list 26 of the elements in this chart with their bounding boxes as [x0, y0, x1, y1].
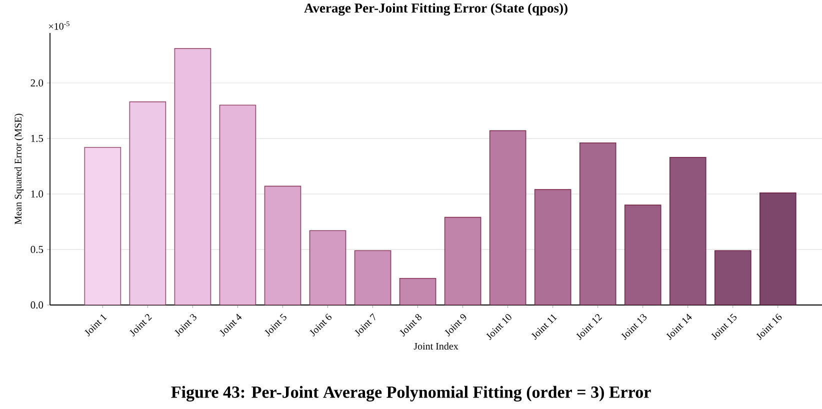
chart-title: Average Per-Joint Fitting Error (State (qpos)): [304, 3, 568, 16]
x-axis-title: Joint Index: [414, 342, 458, 350]
text: ×10$^{-5}$: [48, 22, 70, 30]
x-tick-label: Joint 13: [621, 314, 647, 340]
x-tick-label: Joint 15: [711, 314, 737, 340]
y-tick-label: 0.5: [30, 246, 44, 254]
x-tick-label: Joint 8: [400, 314, 422, 337]
x-tick-label: Joint 7: [354, 313, 376, 337]
x-tick-label: Joint 1: [84, 314, 107, 337]
x-tick-label: Joint 12: [576, 314, 602, 340]
y-tick-label: 1.0: [31, 190, 44, 198]
x-tick-label: Joint 6: [310, 314, 332, 337]
caption: Figure 43: Per-Joint Average Polynomial Fitting (order = 3) Error: [171, 386, 651, 402]
x-tick-label: Joint 5: [264, 314, 286, 337]
x-tick-label: Joint 2: [130, 314, 152, 337]
x-tick-label: Joint 10: [486, 314, 512, 340]
y-tick-label: 1.5: [31, 134, 44, 142]
x-tick-label: Joint 9: [444, 314, 466, 337]
y-axis-title: Mean Squared Error (MSE): [14, 114, 24, 224]
x-tick-label: Joint 11: [531, 314, 558, 340]
x-tick-label: Joint 4: [220, 314, 242, 337]
x-tick-label: Joint 3: [174, 314, 196, 337]
x-tick-label: Joint 14: [666, 314, 692, 340]
y-tick-label: 0.0: [30, 301, 44, 309]
y-tick-label: 2.0: [30, 79, 44, 87]
x-tick-label: Joint 16: [756, 314, 782, 340]
